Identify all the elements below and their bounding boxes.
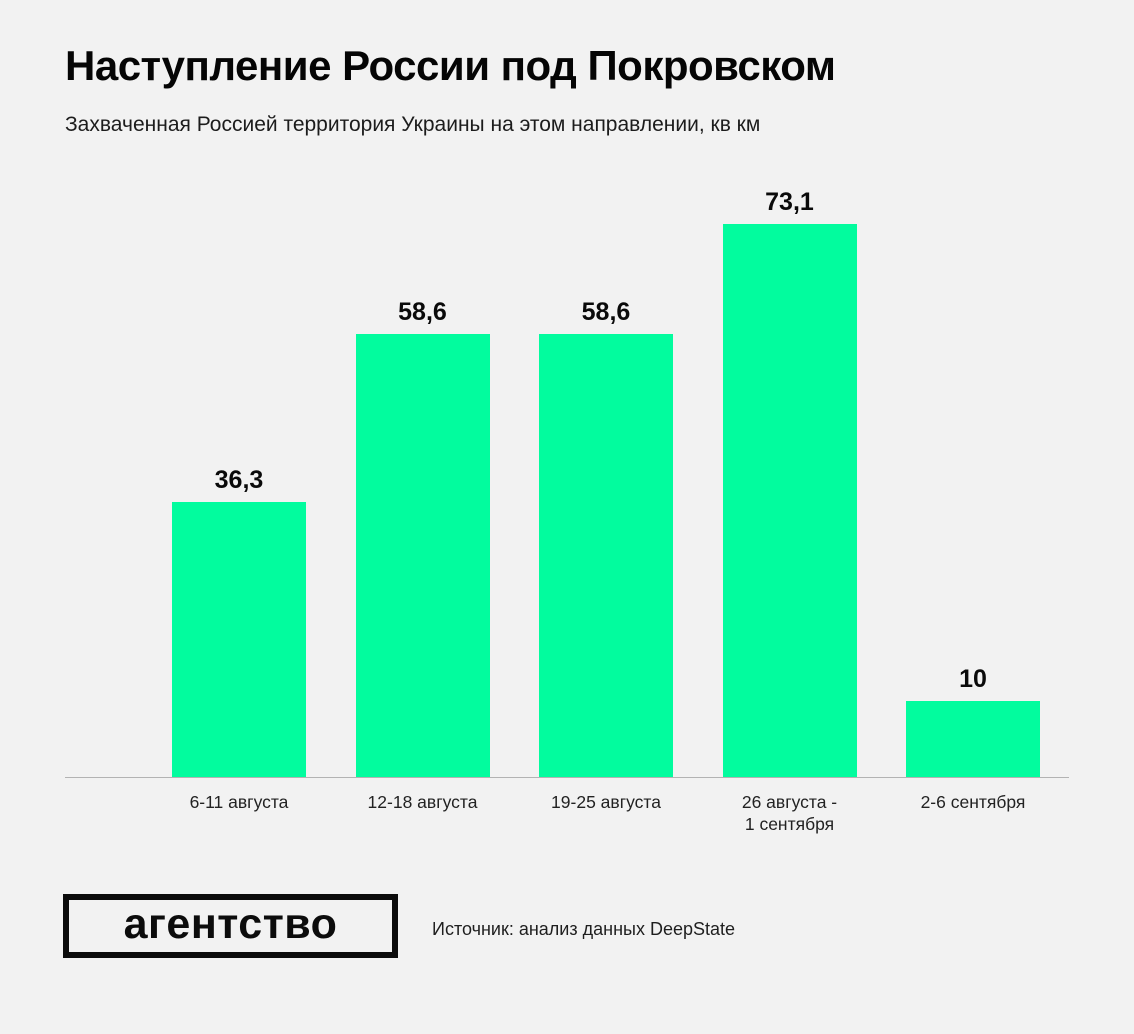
bar-category-label: 19-25 августа	[551, 792, 661, 812]
bar	[906, 701, 1040, 777]
bar-value-label: 36,3	[214, 466, 264, 494]
bar-group: 58,6 19-25 августа	[539, 188, 673, 812]
bar-chart-plot-area: 36,3 6-11 августа 58,6 12-18 августа 58,6 19-…	[65, 188, 1069, 834]
bar	[539, 334, 673, 777]
bar-group: 10 2-6 сентября	[906, 188, 1040, 812]
bar-value-label: 58,6	[398, 298, 447, 326]
bar	[722, 224, 857, 777]
chart-title: Наступление России под Покровском	[65, 42, 836, 89]
bar-value-label: 58,6	[581, 298, 631, 326]
bar	[172, 502, 306, 777]
bar-value-label: 73,1	[765, 188, 814, 216]
bar-category-label: 12-18 августа	[367, 792, 478, 812]
bar-group: 36,3 6-11 августа	[172, 188, 306, 812]
agentstvo-logo: агентство	[63, 894, 398, 958]
bar-group: 58,6 12-18 августа	[355, 188, 490, 812]
bar-group: 73,1 26 августа - 1 сентября	[722, 188, 857, 834]
logo-text: агентство	[123, 900, 338, 948]
source-note: Источник: анализ данных DeepState	[432, 919, 736, 939]
bar-category-label: 26 августа - 1 сентября	[741, 792, 838, 834]
bar-category-label: 2-6 сентября	[920, 792, 1026, 812]
bar	[355, 334, 490, 777]
bar-category-label: 6-11 августа	[189, 792, 289, 812]
bar-value-label: 10	[959, 665, 987, 693]
chart-subtitle: Захваченная Россией территория Украины н…	[65, 113, 761, 136]
